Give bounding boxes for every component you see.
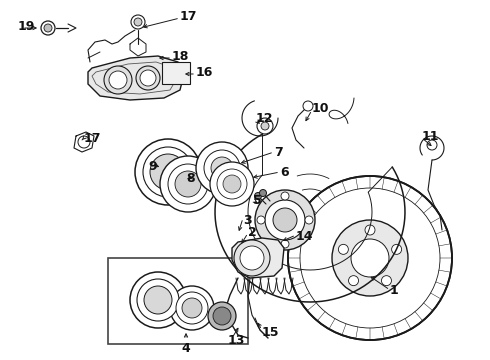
Circle shape xyxy=(288,176,452,340)
Circle shape xyxy=(211,157,233,179)
Circle shape xyxy=(176,292,208,324)
Circle shape xyxy=(265,200,305,240)
Circle shape xyxy=(351,239,389,277)
Text: 6: 6 xyxy=(280,166,289,179)
Text: 12: 12 xyxy=(256,112,273,125)
Circle shape xyxy=(136,66,160,90)
Circle shape xyxy=(305,216,313,224)
Circle shape xyxy=(255,190,315,250)
Text: 7: 7 xyxy=(274,145,283,158)
Circle shape xyxy=(257,118,273,134)
Circle shape xyxy=(175,171,201,197)
Circle shape xyxy=(260,189,267,197)
Text: 15: 15 xyxy=(262,325,279,338)
Bar xyxy=(162,62,190,84)
Circle shape xyxy=(109,71,127,89)
Text: 2: 2 xyxy=(248,226,257,239)
Circle shape xyxy=(140,70,156,86)
Bar xyxy=(108,258,248,344)
Text: 14: 14 xyxy=(296,230,314,243)
Circle shape xyxy=(210,162,254,206)
Circle shape xyxy=(257,216,265,224)
Circle shape xyxy=(143,147,193,197)
Circle shape xyxy=(41,21,55,35)
Circle shape xyxy=(168,164,208,204)
Circle shape xyxy=(348,276,359,285)
Text: 5: 5 xyxy=(253,194,262,207)
Circle shape xyxy=(78,136,90,148)
Text: 9: 9 xyxy=(148,159,157,172)
Circle shape xyxy=(254,193,262,199)
Text: 17: 17 xyxy=(180,9,197,22)
Circle shape xyxy=(182,298,202,318)
Polygon shape xyxy=(88,56,184,100)
Circle shape xyxy=(281,192,289,200)
Circle shape xyxy=(131,15,145,29)
Text: 10: 10 xyxy=(312,102,329,114)
Circle shape xyxy=(234,240,270,276)
Circle shape xyxy=(135,139,201,205)
Circle shape xyxy=(381,276,392,285)
Circle shape xyxy=(332,220,408,296)
Circle shape xyxy=(150,154,186,190)
Circle shape xyxy=(223,175,241,193)
Circle shape xyxy=(303,101,313,111)
Text: 13: 13 xyxy=(228,333,245,346)
Circle shape xyxy=(261,122,269,130)
Text: 17: 17 xyxy=(84,131,101,144)
Circle shape xyxy=(208,302,236,330)
Circle shape xyxy=(217,169,247,199)
Text: 4: 4 xyxy=(182,342,191,355)
Circle shape xyxy=(281,240,289,248)
Text: 8: 8 xyxy=(186,171,195,184)
Circle shape xyxy=(144,286,172,314)
Text: 3: 3 xyxy=(243,213,252,226)
Circle shape xyxy=(427,140,437,150)
Text: 18: 18 xyxy=(172,49,189,63)
Circle shape xyxy=(44,24,52,32)
Circle shape xyxy=(339,244,348,255)
Text: 1: 1 xyxy=(390,284,399,297)
Text: 16: 16 xyxy=(196,66,213,78)
Text: 11: 11 xyxy=(422,130,440,143)
Circle shape xyxy=(204,150,240,186)
Circle shape xyxy=(240,246,264,270)
Circle shape xyxy=(170,286,214,330)
Circle shape xyxy=(196,142,248,194)
Circle shape xyxy=(365,225,375,235)
Circle shape xyxy=(213,307,231,325)
Circle shape xyxy=(273,208,297,232)
Polygon shape xyxy=(232,238,284,278)
Circle shape xyxy=(130,272,186,328)
Circle shape xyxy=(134,18,142,26)
Text: 19: 19 xyxy=(18,19,35,32)
Circle shape xyxy=(160,156,216,212)
Circle shape xyxy=(137,279,179,321)
Circle shape xyxy=(392,244,402,255)
Circle shape xyxy=(104,66,132,94)
